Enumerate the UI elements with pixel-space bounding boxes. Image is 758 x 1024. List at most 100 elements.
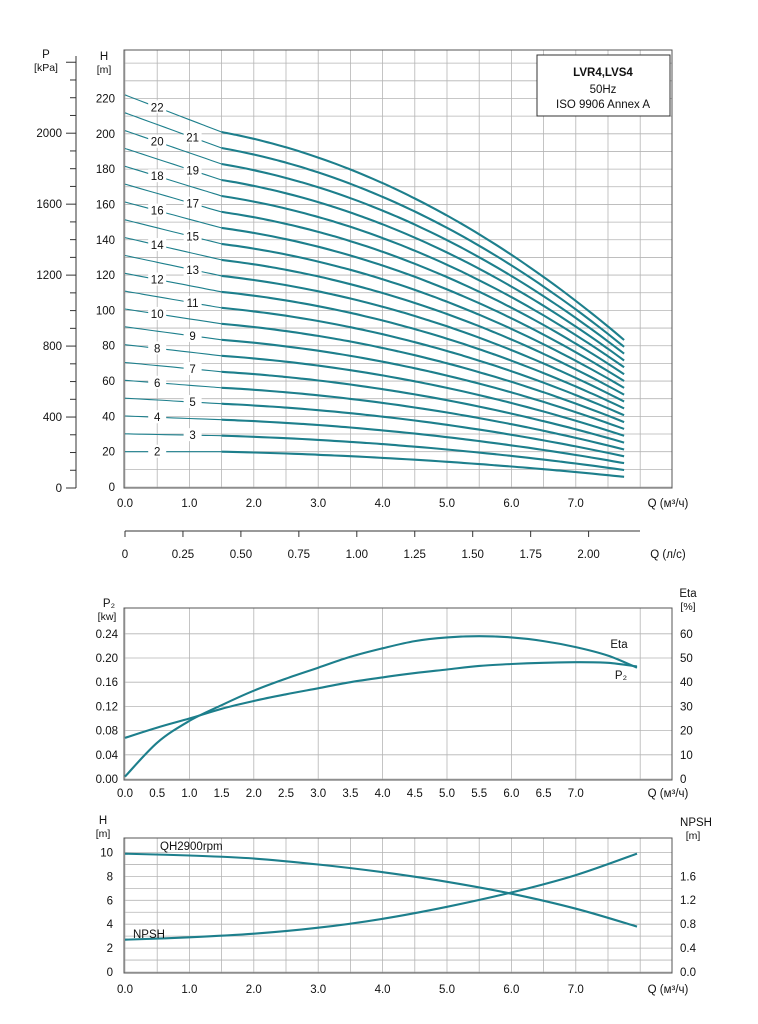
p-axis-unit: [kPa] xyxy=(34,62,58,74)
h-axis-unit: [m] xyxy=(97,64,112,76)
h-tick-label: 60 xyxy=(102,376,115,388)
h-tick-label: 2 xyxy=(107,943,113,955)
stage-label-bg xyxy=(148,272,167,286)
stage-curve xyxy=(221,434,625,472)
p2-series-label: P₂ xyxy=(615,670,627,682)
x-tick-label: 0.0 xyxy=(117,984,133,996)
h-tick-label: 40 xyxy=(102,411,115,423)
stage-curve xyxy=(221,162,625,355)
stage-curve-thin xyxy=(124,272,222,293)
x-tick-label: 3.5 xyxy=(342,788,358,800)
stage-curve-thin xyxy=(124,165,222,197)
stage-label: 11 xyxy=(187,298,199,310)
stage-curve xyxy=(221,258,625,396)
x-tick-label: 4.0 xyxy=(375,498,391,510)
h-tick-label: 4 xyxy=(107,919,114,931)
stage-label-bg xyxy=(183,229,202,243)
npsh-axis-unit: [m] xyxy=(686,830,701,842)
p-tick-label: 1200 xyxy=(36,270,62,282)
x-tick-label: 5.0 xyxy=(439,498,455,510)
npsh-series-label: NPSH xyxy=(133,929,165,941)
stage-label: 5 xyxy=(189,397,195,409)
stage-curve-thin xyxy=(124,237,222,261)
h-tick-label: 0 xyxy=(107,967,113,979)
npsh-tick-label: 0.4 xyxy=(680,943,697,955)
stage-curve-thin xyxy=(124,183,222,213)
p-tick-label: 2000 xyxy=(36,128,62,140)
chart-subtitle: 50Hz xyxy=(590,84,617,96)
chart-title: LVR4,LVS4 xyxy=(573,67,633,79)
stage-label: 9 xyxy=(189,331,195,343)
h-axis-label: H xyxy=(99,815,107,827)
p-tick-label: 0 xyxy=(56,483,62,495)
stage-label-bg xyxy=(148,238,167,252)
stage-curve xyxy=(221,322,625,424)
x-tick-label: 0.0 xyxy=(117,788,133,800)
npsh-axis-label: NPSH xyxy=(680,817,712,829)
stage-curve-thin xyxy=(124,290,222,309)
p2-tick-label: 0.00 xyxy=(96,774,118,786)
h-axis-label: H xyxy=(100,51,108,63)
h-tick-label: 8 xyxy=(107,871,113,883)
stage-label: 6 xyxy=(154,378,160,390)
stage-curve-thin xyxy=(124,147,222,181)
stage-label: 13 xyxy=(186,265,199,277)
h-axis-unit: [m] xyxy=(96,828,111,840)
stage-label: 7 xyxy=(189,364,195,376)
x2-tick-label: 0.75 xyxy=(288,549,310,561)
x2-tick-label: 2.00 xyxy=(577,549,599,561)
x-tick-label: 4.0 xyxy=(375,788,391,800)
stage-label: 15 xyxy=(186,232,199,244)
h-tick-label: 6 xyxy=(107,895,113,907)
stage-curve xyxy=(221,146,625,348)
p2-curve xyxy=(124,661,638,739)
p2-tick-label: 0.20 xyxy=(96,653,118,665)
plot-frame xyxy=(123,607,673,781)
x-tick-label: 3.0 xyxy=(310,788,326,800)
x-tick-label: 1.0 xyxy=(181,498,197,510)
eta-tick-label: 30 xyxy=(680,701,693,713)
stage-label: 18 xyxy=(151,171,164,183)
stage-curve xyxy=(221,226,625,382)
npsh-tick-label: 0.0 xyxy=(680,967,696,979)
x-tick-label: 5.0 xyxy=(439,984,455,996)
x-tick-label: 6.5 xyxy=(536,788,552,800)
x-tick-label: 6.0 xyxy=(503,498,519,510)
stage-curve xyxy=(221,290,625,410)
qh-curve xyxy=(124,852,638,928)
stage-curve-thin xyxy=(124,344,222,357)
stage-label-bg xyxy=(148,375,167,389)
h-tick-label: 200 xyxy=(96,129,115,141)
p-tick-label: 400 xyxy=(43,412,62,424)
p2-tick-label: 0.16 xyxy=(96,677,118,689)
p2-axis-label: P₂ xyxy=(103,598,115,610)
x-axis-label: Q (м³/ч) xyxy=(648,788,689,800)
chart-note: ISO 9906 Annex A xyxy=(556,99,650,111)
eta-curve xyxy=(124,635,638,778)
stage-label: 8 xyxy=(154,343,160,355)
x2-tick-label: 1.00 xyxy=(346,549,368,561)
stage-curve-thin xyxy=(124,201,222,229)
stage-curve xyxy=(221,242,625,389)
p2-tick-label: 0.04 xyxy=(96,750,119,762)
stage-label-bg xyxy=(183,328,202,342)
stage-label-bg xyxy=(183,361,202,375)
x-tick-label: 7.0 xyxy=(568,498,584,510)
npsh-curve xyxy=(124,852,638,941)
stage-curve xyxy=(221,418,625,465)
h-tick-label: 80 xyxy=(102,341,115,353)
p2-axis-unit: [kw] xyxy=(98,611,117,623)
eta-axis-unit: [%] xyxy=(680,601,695,613)
stage-label: 14 xyxy=(151,240,164,252)
stage-label-bg xyxy=(183,428,202,442)
p-tick-label: 1600 xyxy=(36,199,62,211)
h-tick-label: 120 xyxy=(96,270,115,282)
p-tick-label: 800 xyxy=(43,341,62,353)
stage-label-bg xyxy=(183,196,202,210)
stage-label-bg xyxy=(148,410,167,424)
stage-curve xyxy=(221,386,625,451)
stage-curve-thin xyxy=(124,361,222,373)
eta-tick-label: 10 xyxy=(680,750,693,762)
x2-tick-label: 0.25 xyxy=(172,549,194,561)
